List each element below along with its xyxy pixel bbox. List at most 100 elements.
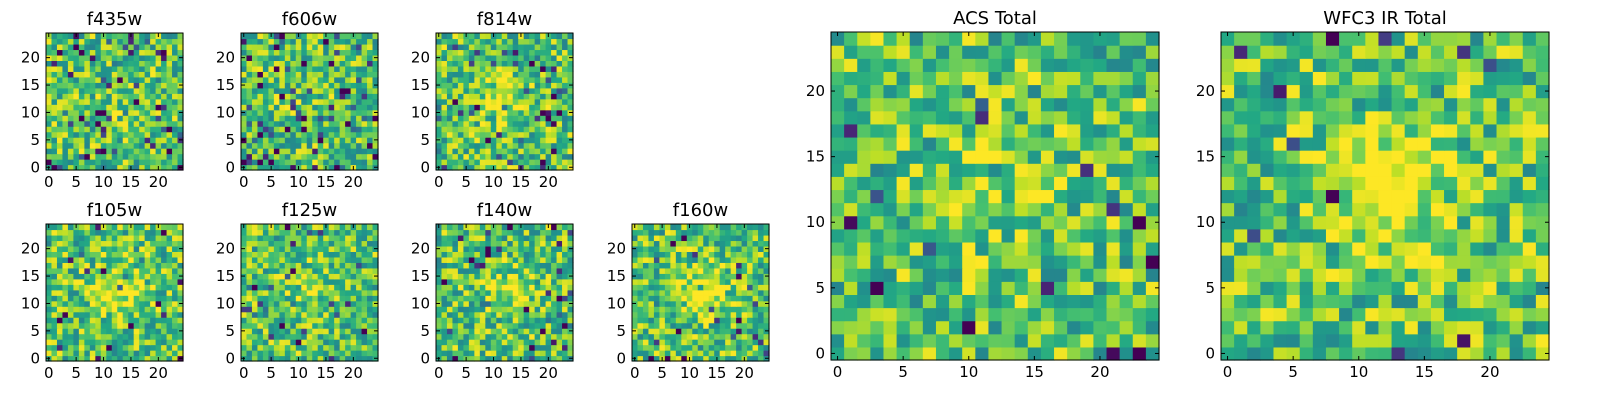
heatmap-cell <box>452 87 459 94</box>
heatmap-cell <box>648 262 655 269</box>
heatmap-cell <box>692 306 699 313</box>
heatmap-cell <box>150 234 157 242</box>
heatmap-cell <box>556 344 563 351</box>
heatmap-cell <box>251 120 259 127</box>
heatmap-cell <box>507 251 514 258</box>
heatmap-cell <box>323 311 330 318</box>
heatmap-cell <box>367 104 374 111</box>
heatmap-cell <box>301 234 308 242</box>
heatmap-cell <box>279 126 286 133</box>
heatmap-cell <box>273 355 280 362</box>
heatmap-cell <box>479 278 486 285</box>
heatmap-cell <box>306 38 313 45</box>
heatmap-cell <box>567 344 574 351</box>
heatmap-cell <box>334 54 341 61</box>
heatmap-cell <box>51 267 58 274</box>
heatmap-cell <box>697 344 704 351</box>
heatmap-cell <box>356 295 363 302</box>
heatmap-cell <box>144 306 151 313</box>
heatmap-cell <box>111 49 118 56</box>
heatmap-cell <box>681 300 688 307</box>
heatmap-cell <box>73 109 80 116</box>
heatmap-cell <box>89 317 96 324</box>
heatmap-cell <box>150 126 157 133</box>
heatmap-cell <box>545 311 552 318</box>
heatmap-cell <box>922 150 937 164</box>
heatmap-cell <box>512 262 519 269</box>
heatmap-cell <box>463 120 470 127</box>
heatmap-cell <box>562 131 569 138</box>
heatmap-cell <box>452 322 459 329</box>
heatmap-cell <box>262 300 269 307</box>
heatmap-cell <box>534 54 541 61</box>
heatmap-cell <box>501 82 508 89</box>
heatmap-cell <box>345 245 352 252</box>
heatmap-cell <box>545 49 552 56</box>
heatmap-cell <box>356 300 363 307</box>
heatmap-cell <box>1119 255 1134 269</box>
heatmap-cell <box>111 240 118 247</box>
heatmap-cell <box>334 65 341 72</box>
heatmap-cell <box>632 289 639 296</box>
heatmap-cell <box>100 38 107 45</box>
heatmap-cell <box>290 109 297 116</box>
heatmap-cell <box>567 240 574 247</box>
heatmap-cell <box>246 38 253 45</box>
heatmap-cell <box>122 267 129 274</box>
heatmap-cell <box>306 350 313 357</box>
heatmap-cell <box>111 71 118 78</box>
heatmap-cell <box>896 215 911 230</box>
heatmap-cell <box>356 109 363 116</box>
heatmap-cell <box>1119 215 1134 230</box>
heatmap-cell <box>752 278 759 285</box>
heatmap-cell <box>89 76 96 83</box>
heatmap-cell <box>172 148 179 155</box>
heatmap-cell <box>529 262 536 269</box>
heatmap-cell <box>725 317 732 324</box>
heatmap-cell <box>747 229 754 236</box>
heatmap-cell <box>150 120 157 127</box>
heatmap-cell <box>161 82 168 89</box>
heatmap-cell <box>697 267 704 274</box>
heatmap-cell <box>172 229 179 236</box>
heatmap-cell <box>139 137 146 144</box>
heatmap-cell <box>117 54 124 61</box>
heatmap-cell <box>279 153 286 160</box>
heatmap-cell <box>106 120 113 127</box>
heatmap-cell <box>345 82 352 89</box>
heatmap-cell <box>273 115 280 122</box>
heatmap-cell <box>177 322 184 329</box>
heatmap-cell <box>334 322 341 329</box>
heatmap-cell <box>328 300 335 307</box>
heatmap-cell <box>545 159 552 166</box>
heatmap-cell <box>339 71 346 78</box>
heatmap-cell <box>345 350 352 357</box>
heatmap-cell <box>436 142 443 149</box>
heatmap-cell <box>144 120 151 127</box>
heatmap-cell <box>642 289 650 296</box>
heatmap-cell <box>441 49 448 56</box>
heatmap-cell <box>246 93 253 100</box>
heatmap-cell <box>490 137 497 144</box>
heatmap-cell <box>122 142 129 149</box>
heatmap-cell <box>251 355 259 362</box>
heatmap-cell <box>166 234 173 242</box>
heatmap-cell <box>51 38 58 45</box>
heatmap-cell <box>356 344 363 351</box>
heatmap-cell <box>122 322 129 329</box>
heatmap-cell <box>172 65 179 72</box>
heatmap-cell <box>166 49 173 56</box>
heatmap-cell <box>268 115 275 122</box>
heatmap-cell <box>262 60 269 67</box>
heatmap-cell <box>457 306 464 313</box>
heatmap-cell <box>540 344 547 351</box>
heatmap-cell <box>556 98 563 105</box>
heatmap-cell <box>436 322 443 329</box>
heatmap-cell <box>262 153 269 160</box>
heatmap-cell <box>172 333 179 340</box>
heatmap-cell <box>117 267 124 274</box>
heatmap-cell <box>518 120 525 127</box>
heatmap-cell <box>730 344 737 351</box>
heatmap-cell <box>345 267 352 274</box>
heatmap-cell <box>659 333 666 340</box>
